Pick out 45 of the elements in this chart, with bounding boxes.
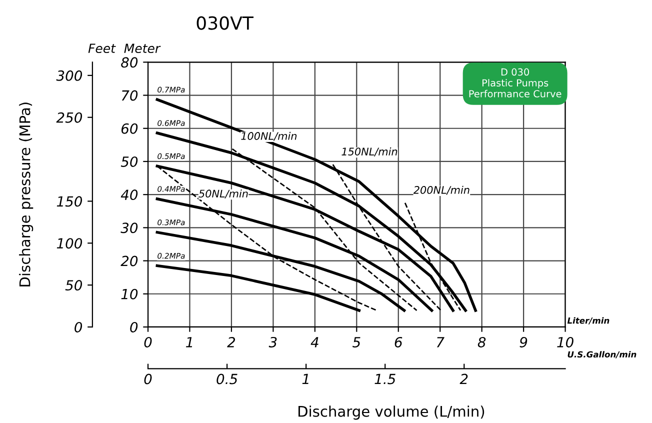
x-tick-label: 4 [310,337,318,348]
x-tick-label: 8 [478,336,486,348]
x-tick-label: 6 [394,336,402,348]
x2-tick-label: 2 [460,374,468,384]
line-series [156,98,477,312]
y2-tick-label: 50 [65,280,82,291]
x-tick-label: 1 [186,337,192,348]
y2-tick-label: 300 [56,70,82,81]
series-label: 50NL/min [198,189,248,198]
chart-title: 030VT [196,16,254,30]
x-tick-label: 10 [557,336,574,348]
y2-tick-label: 100 [56,238,82,249]
x2-tick-label: 1 [302,374,308,384]
y-tick-label: 40 [120,190,138,200]
text: Feet [88,44,116,54]
x-tick-label: 5 [352,337,360,348]
text: Meter [124,44,161,54]
x-tick-label: 0 [144,336,152,348]
y-tick-label: 30 [120,222,138,234]
x2-axis-title: U.S.Gallon/min [568,351,636,358]
x-tick-label: 2 [227,336,236,348]
line-series [156,264,361,312]
x-tick-label: 3 [268,336,277,348]
y-tick-label: 60 [121,123,138,134]
text: Liter/min [567,317,610,324]
y-tick-label: 0 [130,322,138,332]
x-tick-label: 9 [520,336,528,348]
y-tick-label: 20 [120,256,138,266]
y-tick-label: 70 [122,90,138,101]
series-label: 200NL/min [413,186,470,195]
x-tick-label: 7 [436,337,444,348]
y-tick-label: 80 [121,57,138,68]
y-tick-label: 50 [120,156,138,167]
x2-tick-label: 0 [144,374,152,384]
series-label: 150NL/min [342,147,398,156]
annotation: D 030 Plastic Pumps Performance Curve [469,68,562,98]
x2-tick-label: 0.5 [216,374,238,384]
text: Discharge pressure (MPa) [19,102,34,286]
y-tick-label: 10 [121,288,138,300]
y2-tick-label: 0 [74,322,82,332]
x2-tick-label: 1.5 [374,374,396,384]
series-label: 100NL/min [241,132,297,141]
y2-tick-label: 150 [56,196,82,207]
x-axis-title: Discharge volume (L/min) [298,406,484,420]
y2-tick-label: 250 [56,112,82,123]
